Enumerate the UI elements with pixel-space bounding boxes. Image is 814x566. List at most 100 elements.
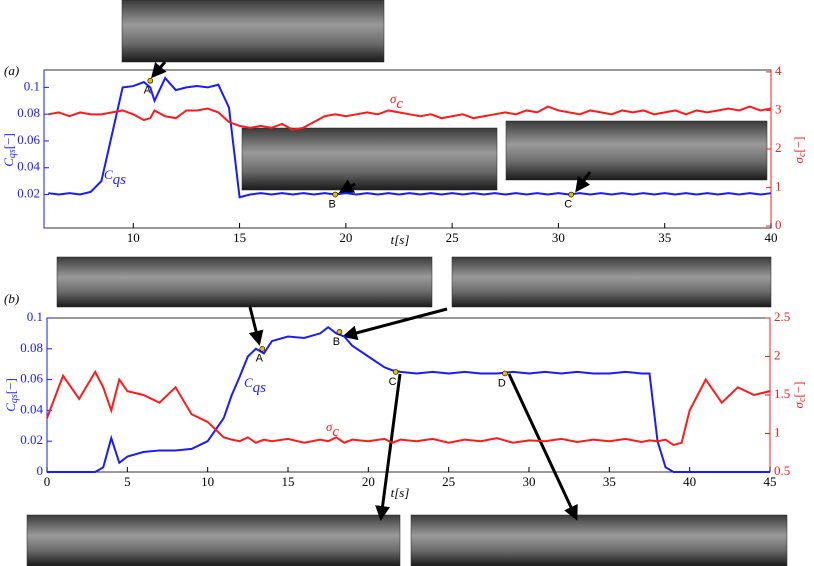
chart: 0 5 10 15 20 25 30 35 40 45 0 0.02 0.04 0.06 0.08 0.1 0.… [3, 291, 808, 500]
y2-tick-label: 2.5 [774, 309, 790, 324]
photo [241, 127, 498, 191]
series-name: σ [390, 91, 397, 106]
label-main: C [1, 158, 16, 167]
y-tick-label: 0.02 [20, 432, 43, 447]
y2-tick-label: 1 [775, 179, 782, 194]
label-main: σ [791, 156, 806, 163]
arrows [151, 61, 592, 521]
y-tick-label: 0 [37, 463, 44, 478]
label-sub: c [797, 152, 808, 157]
annotation-point [336, 329, 343, 335]
annotation-point [259, 345, 266, 352]
y-axis-label: Cqs[−] [3, 378, 20, 412]
x-tick-label: 40 [765, 230, 778, 245]
x-tick-label: 30 [552, 230, 565, 245]
x-tick-label: 45 [764, 474, 777, 489]
annotation-point [332, 191, 339, 198]
annotation-label: A [256, 353, 264, 365]
x-tick-label: 35 [603, 474, 616, 489]
series-line [48, 76, 772, 199]
photo [26, 514, 401, 566]
annotation-point [392, 369, 399, 375]
panel-label: (b) [4, 291, 19, 306]
y-axis-label: Cqs[−] [1, 133, 18, 167]
y-tick-label: 0.04 [17, 159, 40, 174]
panel-label: (a) [4, 63, 19, 78]
annotation-label: C [564, 198, 572, 210]
series-label: σc [326, 419, 339, 440]
arrow [342, 307, 448, 341]
label-main: C [3, 403, 18, 412]
arrow [338, 179, 356, 194]
y2-axis-label: σc[−] [791, 137, 808, 164]
arrow [375, 373, 402, 521]
series-line [46, 369, 771, 447]
y-tick-label: 0.02 [17, 186, 40, 201]
arrow [151, 61, 167, 79]
series-line [48, 105, 772, 131]
x-tick-label: 40 [683, 474, 696, 489]
y-tick-label: 0.08 [17, 105, 40, 120]
annotation-point [147, 77, 154, 84]
y-tick-label: 0.1 [27, 309, 43, 324]
x-tick-label: 25 [442, 474, 455, 489]
x-tick-label: 25 [446, 230, 459, 245]
y2-tick-label: 0.5 [774, 463, 790, 478]
x-tick-label: 5 [124, 474, 131, 489]
x-tick-label: 0 [44, 474, 51, 489]
series-label: Cqs [244, 375, 266, 396]
y-tick-label: 0.1 [24, 78, 40, 93]
y-tick-label: 0.06 [20, 371, 43, 386]
y-tick-label: 0.04 [20, 401, 43, 416]
annotation-label: C [389, 376, 397, 388]
y2-tick-label: 0 [775, 217, 782, 232]
x-tick-label: 15 [282, 474, 295, 489]
photos [26, 0, 788, 566]
x-tick-label: 35 [658, 230, 671, 245]
arrow [248, 306, 264, 346]
series-name: σ [326, 419, 333, 434]
y2-tick-label: 1 [774, 424, 781, 439]
x-axis-label: t[s] [391, 232, 410, 247]
chart: 10 15 20 25 30 35 40 0.02 0.04 0.06 0.08 0.1 0 1 2 3 4 (a… [1, 63, 808, 247]
label-unit: [−] [791, 382, 806, 398]
y-tick-label: 0.08 [20, 340, 43, 355]
photo [56, 256, 433, 308]
annotation-label: A [144, 85, 152, 97]
label-main: σ [791, 401, 806, 408]
x-tick-label: 30 [523, 474, 536, 489]
series-label: σc [390, 91, 403, 112]
series-label: Cqs [104, 167, 126, 188]
photo [505, 120, 768, 181]
series-name: C [104, 167, 113, 182]
label-unit: [−] [3, 378, 18, 394]
series-line [47, 325, 770, 473]
y2-tick-label: 3 [775, 101, 782, 116]
photo [451, 256, 772, 308]
annotation-label: B [329, 198, 336, 210]
x-tick-label: 15 [233, 230, 246, 245]
series-subscript: c [396, 96, 403, 112]
photo [121, 0, 385, 63]
series-subscript: qs [113, 172, 127, 188]
y2-tick-label: 2 [775, 140, 782, 155]
plot-frame [46, 317, 771, 473]
label-sub: qs [9, 394, 20, 403]
x-tick-label: 10 [127, 230, 140, 245]
y2-tick-label: 2 [774, 347, 781, 362]
arrow [507, 373, 578, 521]
annotation-point [502, 370, 508, 377]
x-tick-label: 20 [339, 230, 352, 245]
series-name: C [244, 375, 253, 390]
y-tick-label: 0.06 [17, 132, 40, 147]
photo [410, 514, 788, 566]
y2-tick-label: 1.5 [774, 386, 790, 401]
y2-axis-label: σc[−] [791, 382, 808, 409]
label-unit: [−] [791, 137, 806, 153]
annotation-label: D [498, 377, 506, 389]
label-sub: qs [7, 149, 18, 158]
annotation-label: B [333, 336, 340, 348]
arrow [575, 171, 592, 193]
x-tick-label: 10 [201, 474, 214, 489]
